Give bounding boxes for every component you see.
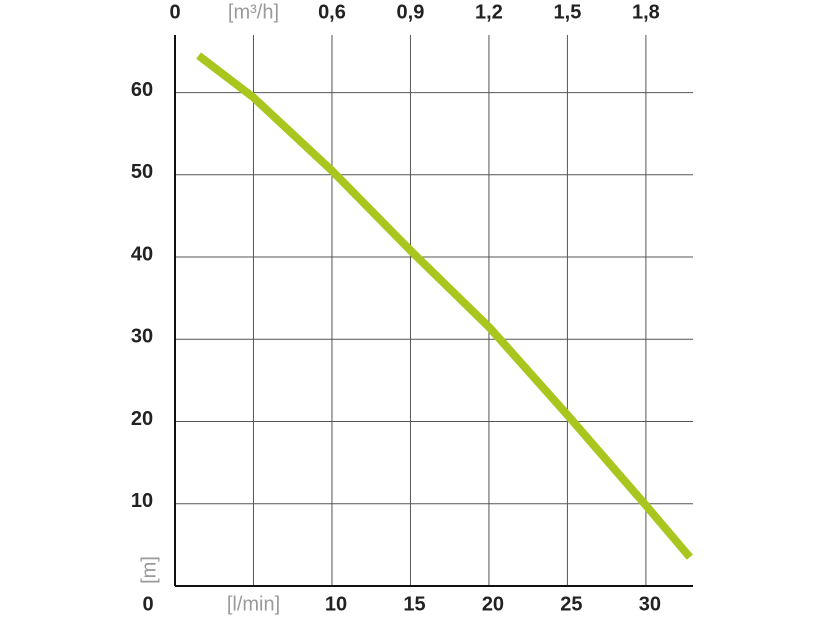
curve — [196, 52, 693, 560]
y-tick-label: 20 — [131, 408, 153, 430]
x2-tick-label: 0,6 — [318, 1, 346, 23]
x-tick-label: 10 — [325, 593, 347, 615]
x-tick-label: 20 — [482, 593, 504, 615]
y-tick-label: 10 — [131, 490, 153, 512]
x2-tick-label: 1,5 — [554, 1, 582, 23]
y-tick-label: 40 — [131, 243, 153, 265]
x-tick-label: 30 — [639, 593, 661, 615]
x2-tick-label: 0,9 — [397, 1, 425, 23]
y-tick-label: 30 — [131, 326, 153, 348]
x-tick-label: [l/min] — [227, 593, 280, 615]
y-tick-label: 60 — [131, 79, 153, 101]
x2-tick-label: 0 — [169, 1, 180, 23]
y-tick-label: 50 — [131, 161, 153, 183]
x2-tick-label: 1,2 — [475, 1, 503, 23]
x-tick-label: 0 — [142, 593, 153, 615]
x2-tick-label: [m³/h] — [228, 1, 279, 23]
x2-tick-label: 1,8 — [632, 1, 660, 23]
x-tick-label: 25 — [560, 593, 582, 615]
x-tick-label: 15 — [403, 593, 425, 615]
y-axis-label: [m] — [138, 556, 160, 584]
